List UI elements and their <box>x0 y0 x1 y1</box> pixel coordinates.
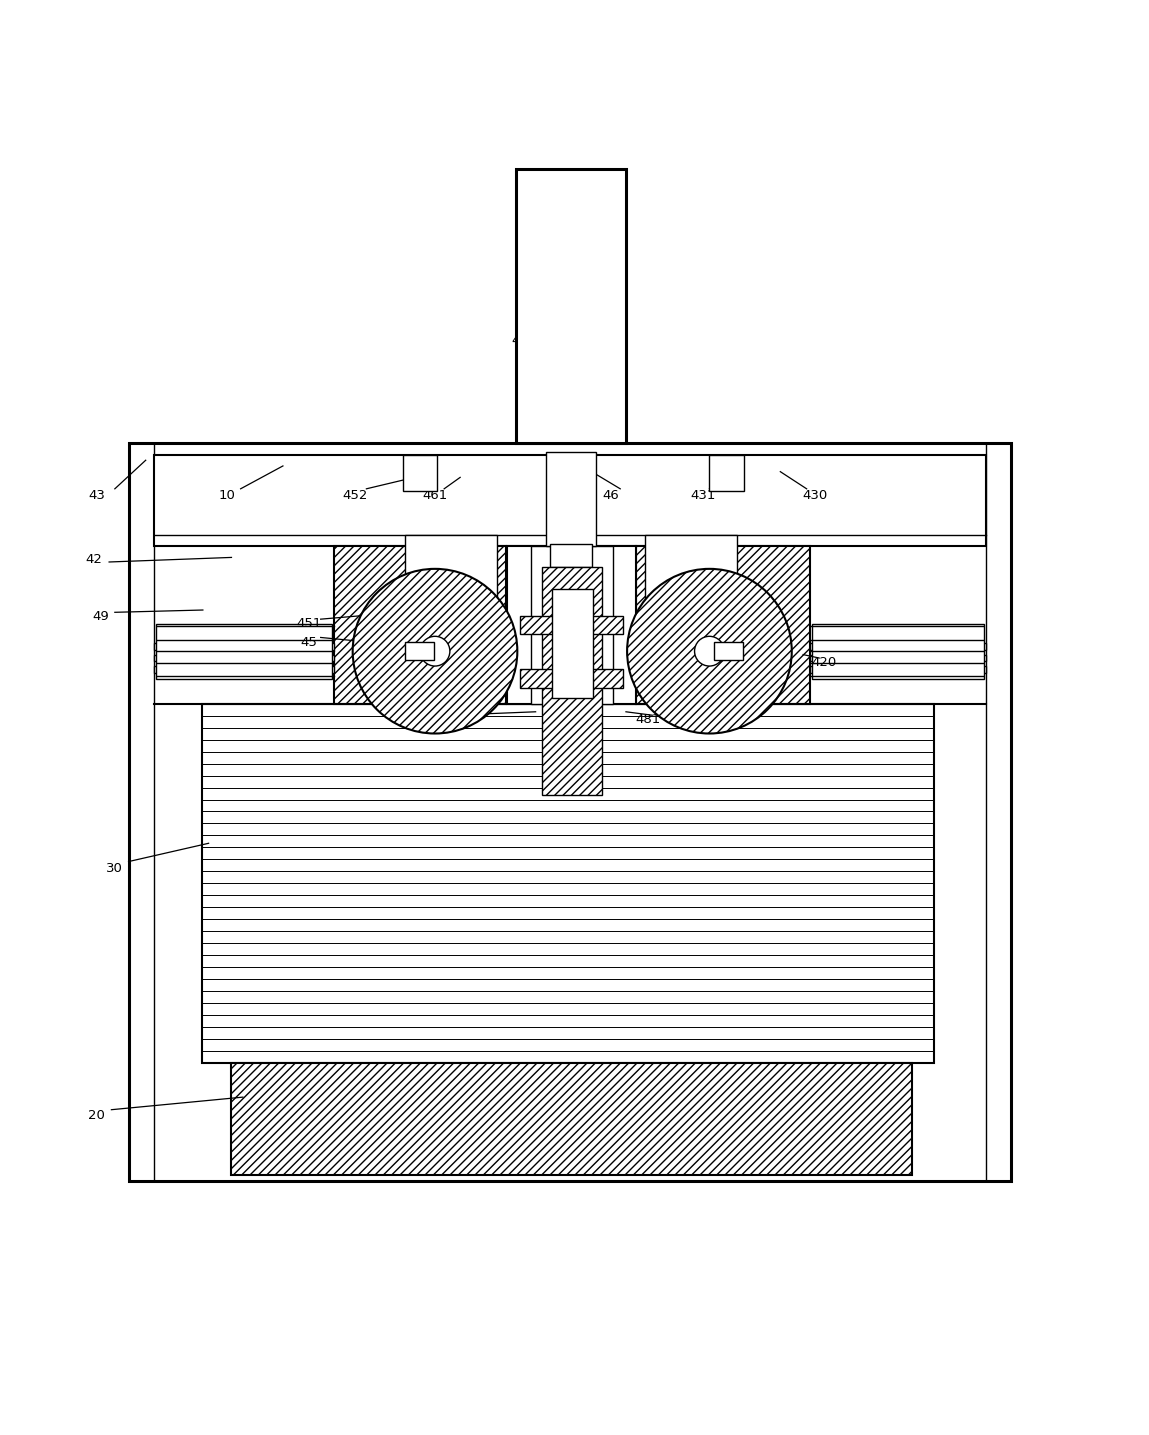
Bar <box>550 544 592 567</box>
Bar <box>810 654 986 662</box>
Bar <box>154 666 334 673</box>
Bar <box>403 455 438 491</box>
Text: 432: 432 <box>742 636 768 649</box>
Text: 48: 48 <box>692 656 709 669</box>
Circle shape <box>694 636 724 666</box>
Text: 43: 43 <box>88 489 105 502</box>
Circle shape <box>421 636 450 666</box>
Text: 41: 41 <box>511 334 529 347</box>
Text: 42: 42 <box>86 554 102 567</box>
Text: 471: 471 <box>553 713 578 726</box>
Bar <box>406 641 434 660</box>
Bar <box>129 443 1011 1181</box>
Bar <box>202 703 933 1063</box>
Bar <box>646 535 737 695</box>
Text: 461: 461 <box>423 489 448 502</box>
Bar <box>406 535 496 695</box>
Circle shape <box>353 568 517 733</box>
Bar <box>156 624 332 679</box>
Bar <box>519 670 623 687</box>
Bar <box>531 545 614 703</box>
Bar <box>810 643 986 650</box>
Bar <box>519 616 623 634</box>
Text: 430: 430 <box>802 489 827 502</box>
Text: A-A: A-A <box>563 181 586 194</box>
Text: 47: 47 <box>433 713 450 726</box>
Bar <box>552 590 593 697</box>
Text: 30: 30 <box>107 862 123 875</box>
Text: 481: 481 <box>635 713 661 726</box>
Text: 45: 45 <box>301 636 317 649</box>
Bar <box>507 545 637 703</box>
Text: 49: 49 <box>93 610 109 623</box>
Bar <box>810 666 986 673</box>
Text: 46: 46 <box>603 489 619 502</box>
Bar <box>334 545 506 703</box>
Text: 431: 431 <box>689 489 716 502</box>
Text: 451: 451 <box>296 617 322 630</box>
Bar <box>637 545 810 703</box>
Bar <box>154 455 986 545</box>
Circle shape <box>627 568 792 733</box>
Text: 420: 420 <box>811 656 836 669</box>
Bar <box>542 567 602 795</box>
Bar <box>714 641 742 660</box>
Text: 10: 10 <box>218 489 236 502</box>
Bar <box>546 452 596 545</box>
Bar <box>545 703 600 761</box>
Bar <box>231 1063 912 1175</box>
Text: 452: 452 <box>342 489 368 502</box>
Bar <box>154 654 334 662</box>
Text: 20: 20 <box>88 1109 105 1122</box>
Bar <box>516 169 626 443</box>
Bar <box>709 455 743 491</box>
Bar <box>812 624 984 679</box>
Text: 433: 433 <box>742 617 768 630</box>
Bar <box>154 643 334 650</box>
